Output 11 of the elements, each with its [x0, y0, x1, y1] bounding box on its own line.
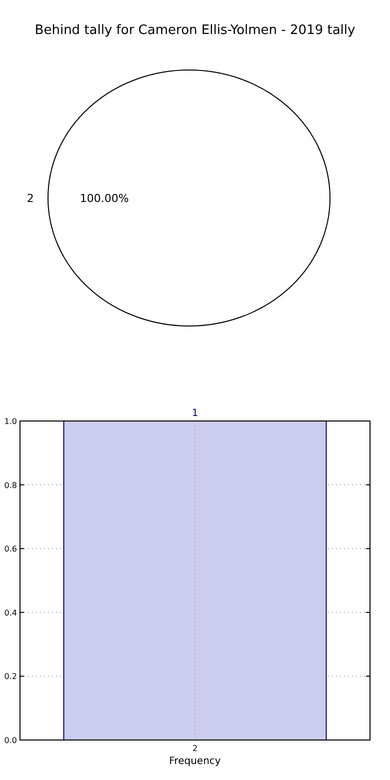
y-tick-label: 0.8: [4, 480, 17, 490]
x-axis-title: Frequency: [169, 756, 221, 767]
slice-label: 2: [26, 192, 34, 205]
y-tick-label: 0.2: [4, 672, 17, 682]
y-tick-label: 1.0: [4, 417, 17, 426]
y-tick-label: 0.0: [4, 736, 17, 745]
data-label: 100.00%: [80, 192, 129, 205]
chart-title: Behind tally for Cameron Ellis-Yolmen - 2019 tally: [34, 23, 356, 38]
y-tick-label: 0.4: [4, 608, 17, 618]
data-label: 1: [192, 408, 198, 419]
y-tick-label: 0.6: [4, 544, 17, 554]
